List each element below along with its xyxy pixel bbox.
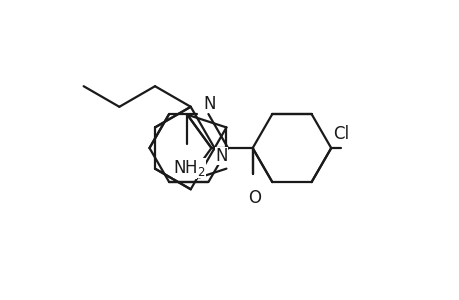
Text: O: O [247,189,261,207]
Text: Cl: Cl [332,125,348,143]
Text: S: S [186,160,197,178]
Text: N: N [203,95,215,113]
Text: NH$_2$: NH$_2$ [173,158,205,178]
Text: N: N [215,147,227,165]
